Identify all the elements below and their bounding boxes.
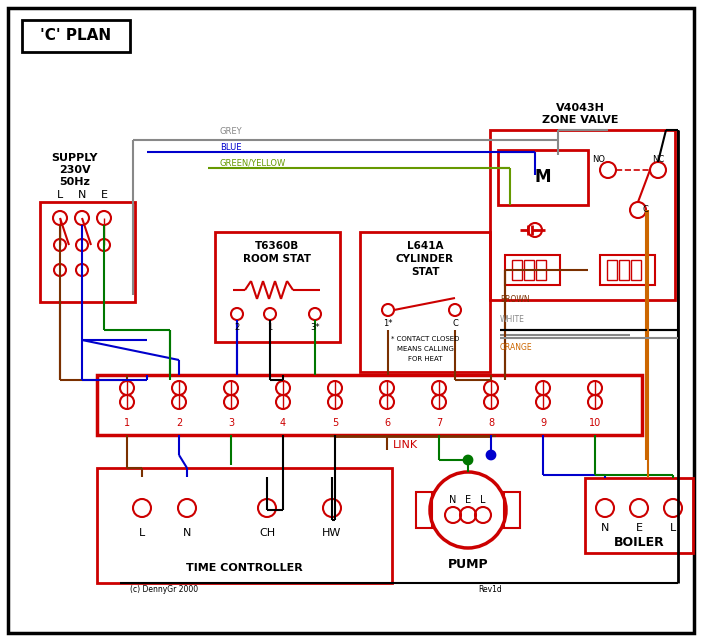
Text: 3: 3 bbox=[228, 418, 234, 428]
Bar bbox=[490, 130, 675, 300]
Text: BOILER: BOILER bbox=[614, 537, 664, 549]
Text: TIME CONTROLLER: TIME CONTROLLER bbox=[185, 563, 303, 573]
Text: 2: 2 bbox=[234, 322, 239, 331]
Text: NC: NC bbox=[652, 156, 664, 165]
Text: 9: 9 bbox=[540, 418, 546, 428]
Bar bbox=[536, 260, 546, 280]
Text: 8: 8 bbox=[488, 418, 494, 428]
Text: 50Hz: 50Hz bbox=[60, 177, 91, 187]
Bar bbox=[524, 260, 534, 280]
Bar bbox=[631, 260, 641, 280]
Bar bbox=[215, 232, 340, 342]
Text: E: E bbox=[465, 495, 471, 505]
Text: 3*: 3* bbox=[310, 322, 320, 331]
Text: C: C bbox=[452, 319, 458, 328]
Text: N: N bbox=[449, 495, 457, 505]
Text: FOR HEAT: FOR HEAT bbox=[408, 356, 442, 362]
Text: 5: 5 bbox=[332, 418, 338, 428]
Text: SUPPLY: SUPPLY bbox=[52, 153, 98, 163]
Bar bbox=[40, 202, 135, 302]
Text: NO: NO bbox=[592, 156, 606, 165]
Text: C: C bbox=[642, 206, 648, 215]
Text: GREEN/YELLOW: GREEN/YELLOW bbox=[220, 158, 286, 167]
Text: CH: CH bbox=[259, 528, 275, 538]
Bar bbox=[22, 20, 130, 52]
Text: 2: 2 bbox=[176, 418, 182, 428]
Circle shape bbox=[487, 451, 495, 459]
Text: BLUE: BLUE bbox=[220, 144, 241, 153]
Bar bbox=[505, 255, 560, 285]
Bar bbox=[97, 375, 642, 435]
Text: V4043H: V4043H bbox=[555, 103, 604, 113]
Bar bbox=[600, 255, 655, 285]
Text: N: N bbox=[601, 523, 609, 533]
Text: 1*: 1* bbox=[383, 319, 392, 328]
Text: ORANGE: ORANGE bbox=[500, 344, 533, 353]
Bar bbox=[607, 260, 617, 280]
Text: Rev1d: Rev1d bbox=[478, 585, 502, 594]
Text: N: N bbox=[183, 528, 191, 538]
Text: WHITE: WHITE bbox=[500, 315, 525, 324]
Bar bbox=[416, 492, 432, 528]
Text: L: L bbox=[57, 190, 63, 200]
Bar bbox=[360, 232, 490, 372]
Text: 230V: 230V bbox=[59, 165, 91, 175]
Text: E: E bbox=[100, 190, 107, 200]
Text: CYLINDER: CYLINDER bbox=[396, 254, 454, 264]
Text: 'C' PLAN: 'C' PLAN bbox=[41, 28, 112, 44]
Text: 10: 10 bbox=[589, 418, 601, 428]
Bar bbox=[504, 492, 520, 528]
Text: STAT: STAT bbox=[411, 267, 439, 277]
Text: M: M bbox=[535, 168, 551, 186]
Text: L641A: L641A bbox=[406, 241, 443, 251]
Bar bbox=[619, 260, 629, 280]
Text: ZONE VALVE: ZONE VALVE bbox=[542, 115, 618, 125]
Text: HW: HW bbox=[322, 528, 342, 538]
Text: L: L bbox=[480, 495, 486, 505]
Text: BROWN: BROWN bbox=[500, 296, 529, 304]
Text: 4: 4 bbox=[280, 418, 286, 428]
Text: T6360B: T6360B bbox=[255, 241, 299, 251]
Text: 7: 7 bbox=[436, 418, 442, 428]
Text: L: L bbox=[670, 523, 676, 533]
Text: (c) DennyGr 2000: (c) DennyGr 2000 bbox=[130, 585, 198, 594]
Text: N: N bbox=[78, 190, 86, 200]
Bar bbox=[512, 260, 522, 280]
Text: * CONTACT CLOSED: * CONTACT CLOSED bbox=[391, 336, 459, 342]
Bar bbox=[585, 478, 693, 553]
Text: 6: 6 bbox=[384, 418, 390, 428]
Text: 1: 1 bbox=[124, 418, 130, 428]
Text: GREY: GREY bbox=[220, 128, 243, 137]
Text: 1: 1 bbox=[267, 322, 272, 331]
Text: PUMP: PUMP bbox=[448, 558, 489, 572]
Bar bbox=[498, 150, 588, 205]
Circle shape bbox=[464, 456, 472, 464]
Text: LINK: LINK bbox=[392, 440, 418, 450]
Text: MEANS CALLING: MEANS CALLING bbox=[397, 346, 453, 352]
Text: L: L bbox=[139, 528, 145, 538]
Text: E: E bbox=[635, 523, 642, 533]
Text: ROOM STAT: ROOM STAT bbox=[243, 254, 311, 264]
Bar bbox=[97, 468, 392, 583]
